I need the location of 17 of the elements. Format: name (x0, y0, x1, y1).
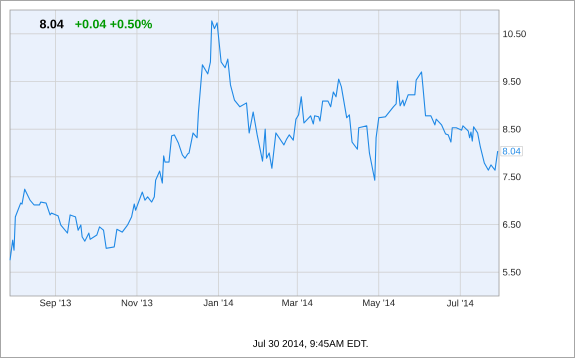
y-tick-label: 9.50 (502, 78, 521, 85)
x-tick-label: Mar '14 (282, 300, 313, 306)
y-tick-label: 8.50 (502, 126, 521, 133)
y-tick-label: 5.50 (502, 268, 521, 276)
y-tick-label: 10.50 (503, 30, 526, 38)
line-series (9, 20, 498, 261)
text: 8.04 (40, 20, 64, 28)
text: Jul 30 2014, 9:45AM EDT. (252, 340, 368, 348)
x-tick-label: Jan '14 (203, 300, 234, 306)
x-tick-label: Nov '13 (122, 300, 152, 306)
x-tick-label: May '14 (363, 300, 395, 308)
y-tick-label: 7.50 (503, 173, 521, 180)
x-tick-label: Jul '14 (446, 300, 474, 306)
y-tick-label: 6.50 (503, 221, 521, 228)
x-tick-label: Sep '13 (40, 300, 71, 308)
data-label: 8.04 (502, 148, 521, 154)
text: +0.04 +0.50% (75, 20, 152, 28)
